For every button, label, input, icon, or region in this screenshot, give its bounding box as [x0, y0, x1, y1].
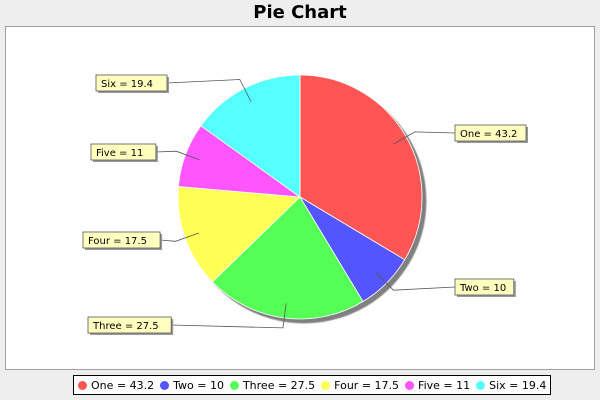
- label-box-five: [90, 143, 157, 161]
- legend-label-two: Two = 10: [173, 378, 224, 392]
- legend-label-one: One = 43.2: [91, 378, 155, 392]
- legend-item-four: Four = 17.5: [321, 379, 399, 392]
- legend-item-six: Six = 19.4: [476, 379, 546, 392]
- connector-two: [375, 272, 456, 291]
- legend-swatch-one: [78, 380, 87, 390]
- chart-title: Pie Chart: [253, 2, 347, 23]
- legend-swatch-three: [229, 380, 239, 390]
- slice-label-five: Five = 11: [96, 148, 143, 159]
- connector-four: [160, 232, 200, 242]
- label-box-three: [87, 316, 172, 334]
- connector-five: [155, 150, 200, 161]
- legend-swatch-four: [321, 380, 331, 390]
- legend-label-three: Three = 27.5: [242, 378, 316, 392]
- legend-label-five: Five = 11: [418, 378, 471, 392]
- legend-swatch-six: [476, 380, 486, 390]
- connector-three: [171, 303, 287, 329]
- slice-label-four: Four = 17.5: [88, 236, 147, 247]
- label-connectors: [155, 79, 456, 329]
- legend-item-two: Two = 10: [160, 379, 224, 392]
- slice-label-six: Six = 19.4: [101, 79, 153, 90]
- slice-label-one: One = 43.2: [460, 129, 517, 140]
- slice-label-three: Three = 27.5: [92, 321, 159, 332]
- legend-item-one: One = 43.2: [78, 379, 154, 392]
- label-box-four: [82, 231, 161, 249]
- legend-label-four: Four = 17.5: [334, 378, 400, 392]
- legend-swatch-two: [160, 380, 170, 390]
- chart-legend: One = 43.2 Two = 10 Three = 27.5 Four = 17.…: [73, 375, 552, 395]
- legend-label-six: Six = 19.4: [489, 378, 547, 392]
- slice-label-two: Two = 10: [459, 283, 506, 294]
- legend-swatch-five: [405, 380, 415, 390]
- connector-one: [393, 131, 456, 145]
- label-box-six: [95, 74, 168, 92]
- label-box-two: [454, 278, 515, 296]
- legend-item-three: Three = 27.5: [229, 378, 316, 392]
- label-box-one: [454, 124, 527, 142]
- legend-item-five: Five = 11: [405, 379, 470, 392]
- slice-labels: One = 43.2 Two = 10 Three = 27.5 Four = 17.…: [82, 74, 528, 335]
- connector-six: [166, 79, 252, 102]
- pie-slices: [177, 74, 423, 320]
